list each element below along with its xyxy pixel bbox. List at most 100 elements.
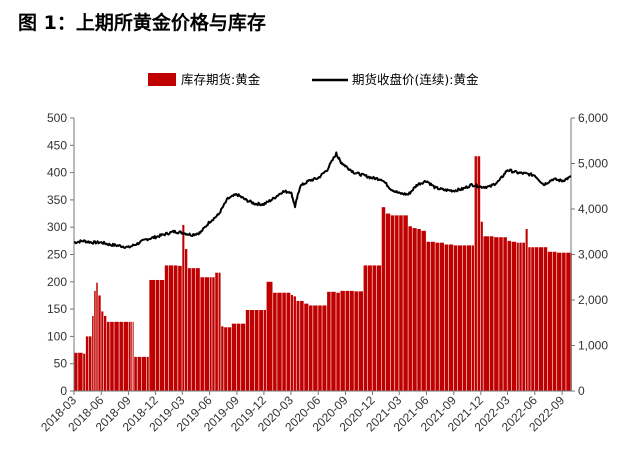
inventory-bar <box>503 237 507 391</box>
y-left-tick-label: 350 <box>47 193 67 207</box>
inventory-bar <box>381 207 386 391</box>
inventory-bar <box>466 245 472 391</box>
inventory-bar <box>255 310 259 391</box>
inventory-bar <box>106 321 110 391</box>
inventory-bar <box>525 229 528 391</box>
inventory-bar <box>435 242 439 391</box>
inventory-bar <box>168 265 174 391</box>
inventory-bar <box>128 321 131 391</box>
inventory-bar <box>83 353 86 391</box>
inventory-bar <box>300 300 304 391</box>
inventory-bar <box>241 323 246 391</box>
inventory-bar <box>85 336 89 391</box>
y-right-tick-label: 1,000 <box>578 339 608 353</box>
inventory-bar <box>296 300 300 391</box>
inventory-bar <box>218 272 221 391</box>
inventory-bar <box>212 277 215 391</box>
inventory-bar <box>507 240 512 391</box>
inventory-bar <box>358 291 363 391</box>
inventory-bar <box>224 327 228 391</box>
inventory-bar <box>98 295 101 391</box>
inventory-bar <box>159 279 165 391</box>
inventory-bar <box>286 292 291 391</box>
y-left-tick-label: 50 <box>54 357 68 371</box>
inventory-bar <box>376 265 382 391</box>
inventory-bar <box>417 229 421 391</box>
inventory-bar <box>259 310 264 391</box>
inventory-bar <box>245 310 250 391</box>
inventory-bar <box>94 290 96 391</box>
inventory-bar <box>331 291 336 391</box>
inventory-bar <box>273 292 277 391</box>
y-left-tick-label: 100 <box>47 329 67 343</box>
inventory-bar <box>385 213 391 391</box>
inventory-bar <box>399 215 403 391</box>
inventory-bar <box>236 323 241 391</box>
inventory-bar <box>345 290 350 391</box>
inventory-bar <box>231 323 237 391</box>
inventory-bar <box>221 326 224 391</box>
y-left-tick-label: 200 <box>47 275 67 289</box>
inventory-bar <box>494 237 499 391</box>
inventory-bar <box>483 236 490 391</box>
inventory-bar <box>114 321 119 391</box>
inventory-bar <box>372 265 377 391</box>
inventory-bar <box>462 245 467 391</box>
inventory-bar <box>412 228 417 391</box>
y-right-tick-label: 4,000 <box>578 202 608 216</box>
y-right-tick-label: 0 <box>578 384 585 398</box>
inventory-bar <box>430 241 435 391</box>
y-left-tick-label: 500 <box>47 111 67 125</box>
inventory-bar <box>490 236 494 391</box>
inventory-bar <box>132 321 134 391</box>
inventory-bar <box>103 315 107 391</box>
inventory-bar <box>448 244 454 391</box>
inventory-bar <box>327 291 331 391</box>
y-left-tick-label: 150 <box>47 302 67 316</box>
inventory-bar <box>146 356 149 392</box>
inventory-bar <box>395 215 399 391</box>
inventory-bar <box>367 265 372 391</box>
inventory-bar <box>215 272 218 391</box>
inventory-bar <box>293 296 296 391</box>
inventory-bar <box>322 305 327 391</box>
inventory-bar <box>101 311 104 392</box>
inventory-bar <box>88 336 92 391</box>
line-series <box>73 151 572 249</box>
inventory-bar <box>313 305 318 391</box>
inventory-bar <box>552 251 557 391</box>
y-left-tick-label: 0 <box>60 384 67 398</box>
inventory-bar <box>123 321 128 391</box>
inventory-bar <box>566 252 571 391</box>
inventory-bar <box>78 352 83 391</box>
inventory-bar <box>444 244 449 391</box>
inventory-bar <box>173 265 178 391</box>
inventory-bar <box>390 215 395 391</box>
legend-swatch-bar <box>148 73 176 86</box>
inventory-bar <box>178 265 182 392</box>
inventory-bar <box>200 277 204 391</box>
inventory-bar <box>304 303 309 391</box>
inventory-bar <box>155 279 160 391</box>
inventory-bar <box>96 282 98 391</box>
y-right-tick-label: 3,000 <box>578 248 608 262</box>
inventory-bar <box>499 237 503 391</box>
inventory-bar <box>522 242 525 391</box>
inventory-bar <box>511 241 517 391</box>
inventory-bar <box>141 356 147 392</box>
y-left-tick-label: 400 <box>47 166 67 180</box>
inventory-bar <box>340 290 345 391</box>
y-right-tick-label: 5,000 <box>578 157 608 171</box>
y-left-tick-label: 300 <box>47 220 67 234</box>
inventory-bar <box>309 305 313 391</box>
legend: 库存期货:黄金 期货收盘价(连续):黄金 <box>148 72 479 87</box>
inventory-bar <box>457 245 463 391</box>
legend-label-line: 期货收盘价(连续):黄金 <box>352 72 479 87</box>
inventory-bar <box>195 268 200 391</box>
inventory-bar <box>528 247 531 391</box>
inventory-bar <box>538 247 544 391</box>
inventory-bar <box>110 321 114 391</box>
inventory-bar <box>336 292 340 391</box>
inventory-bar <box>421 230 426 391</box>
figure-title: 图 1：上期所黄金价格与库存 <box>18 12 266 34</box>
